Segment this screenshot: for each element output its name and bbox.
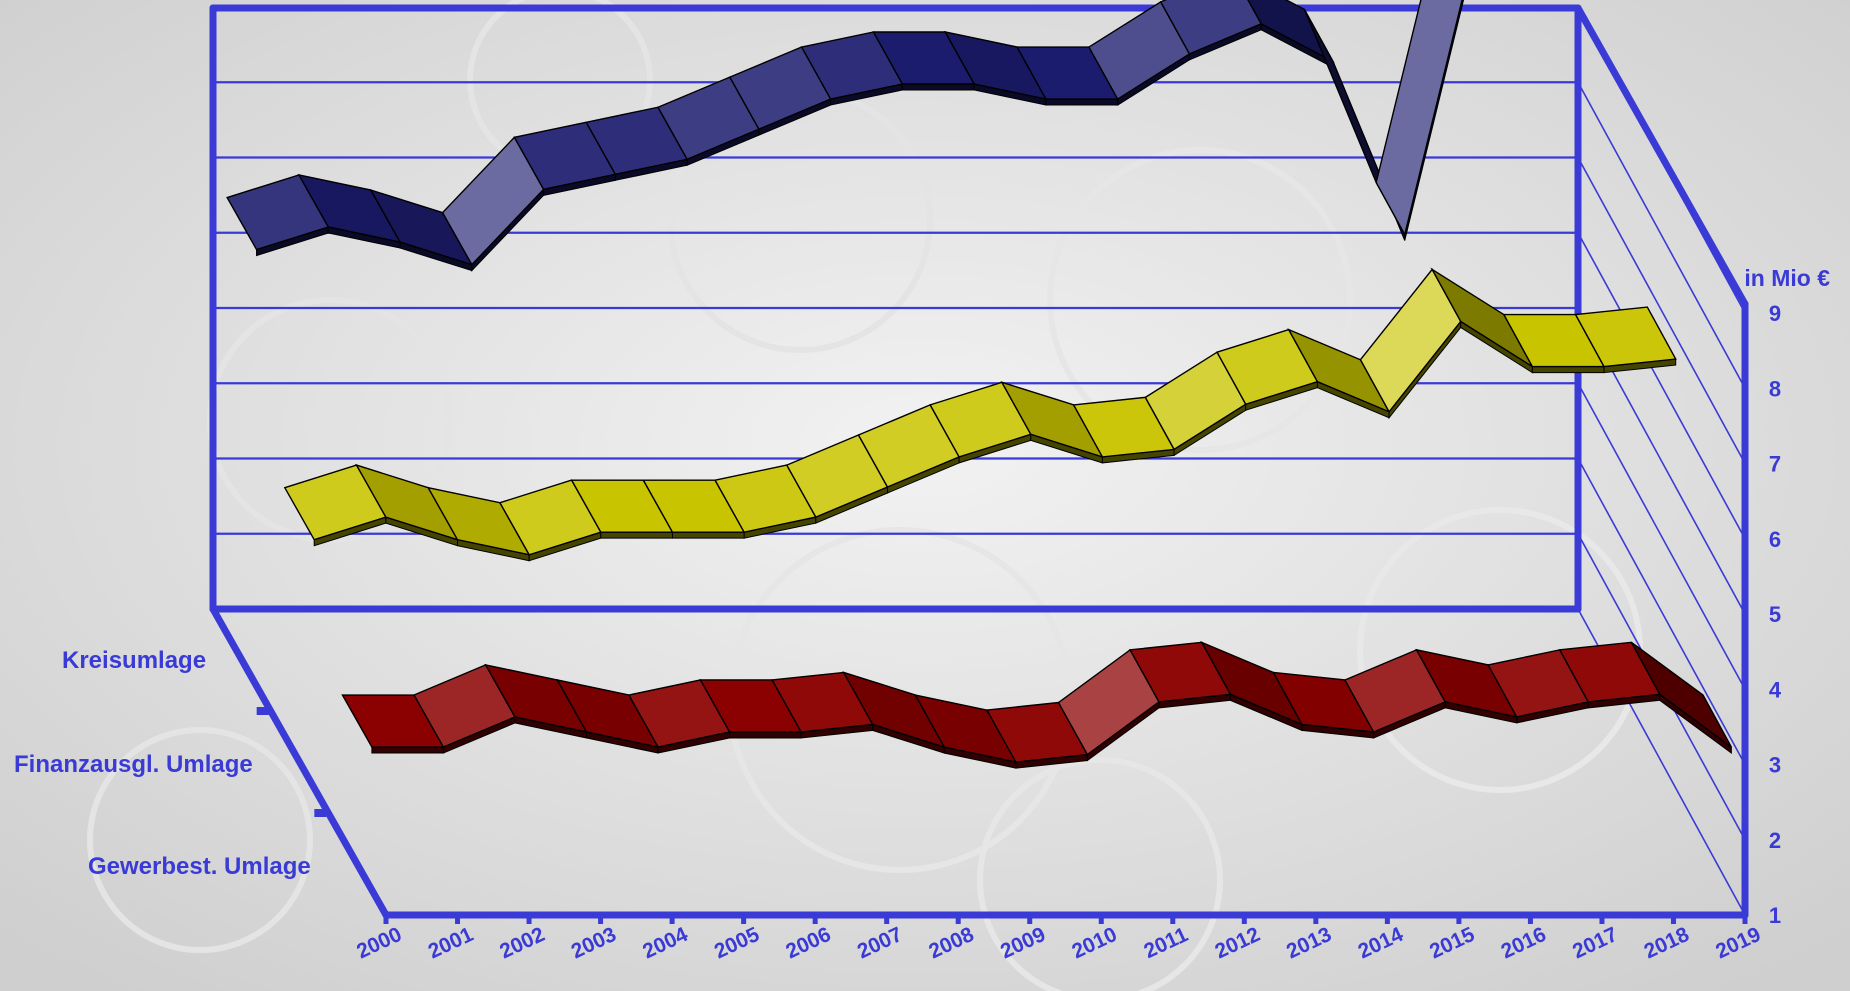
depth-axis-left [209,605,390,919]
ribbon-edge [671,531,745,539]
chart-frame [209,4,1749,924]
gridline-side [1577,458,1746,765]
data-point-2018 [1574,306,1677,368]
y-tick-label: 1 [1769,903,1781,928]
unit-label: in Mio € [1744,265,1830,291]
ribbon-edge [1045,98,1119,106]
side-wall-top-edge [1574,4,1749,308]
data-point-2016 [1375,0,1463,237]
series-label: Finanzausgl. Umlage [14,751,253,778]
chart-series [226,0,1732,769]
y-tick-label: 7 [1769,452,1781,477]
y-tick-label: 6 [1769,527,1781,552]
series-label: Gewerbest. Umlage [88,853,311,880]
series-ribbon-0 [226,0,1465,272]
data-point-2018 [1630,641,1732,748]
y-tick-label: 5 [1769,602,1781,627]
y-tick-label: 9 [1769,301,1781,326]
ribbon-edge [901,83,975,91]
y-tick-label: 2 [1769,828,1781,853]
ribbon-edge [729,731,802,739]
series-ribbon-2 [341,640,1732,769]
depth-tick [314,809,327,817]
gridline-side [1577,81,1746,389]
y-tick-label: 8 [1769,376,1781,401]
y-tick-label: 4 [1769,677,1782,702]
gridline-side [1577,157,1746,464]
gridline-side [1577,382,1746,690]
series-ribbon-1 [283,267,1677,562]
y-tick-label: 3 [1769,753,1781,778]
ribbon-edge [600,531,673,539]
ribbon-edge [371,746,444,754]
gridline-side [1577,232,1746,540]
ribbon-edge [1531,366,1605,374]
series-label: Kreisumlage [62,647,206,674]
depth-tick [256,707,269,715]
